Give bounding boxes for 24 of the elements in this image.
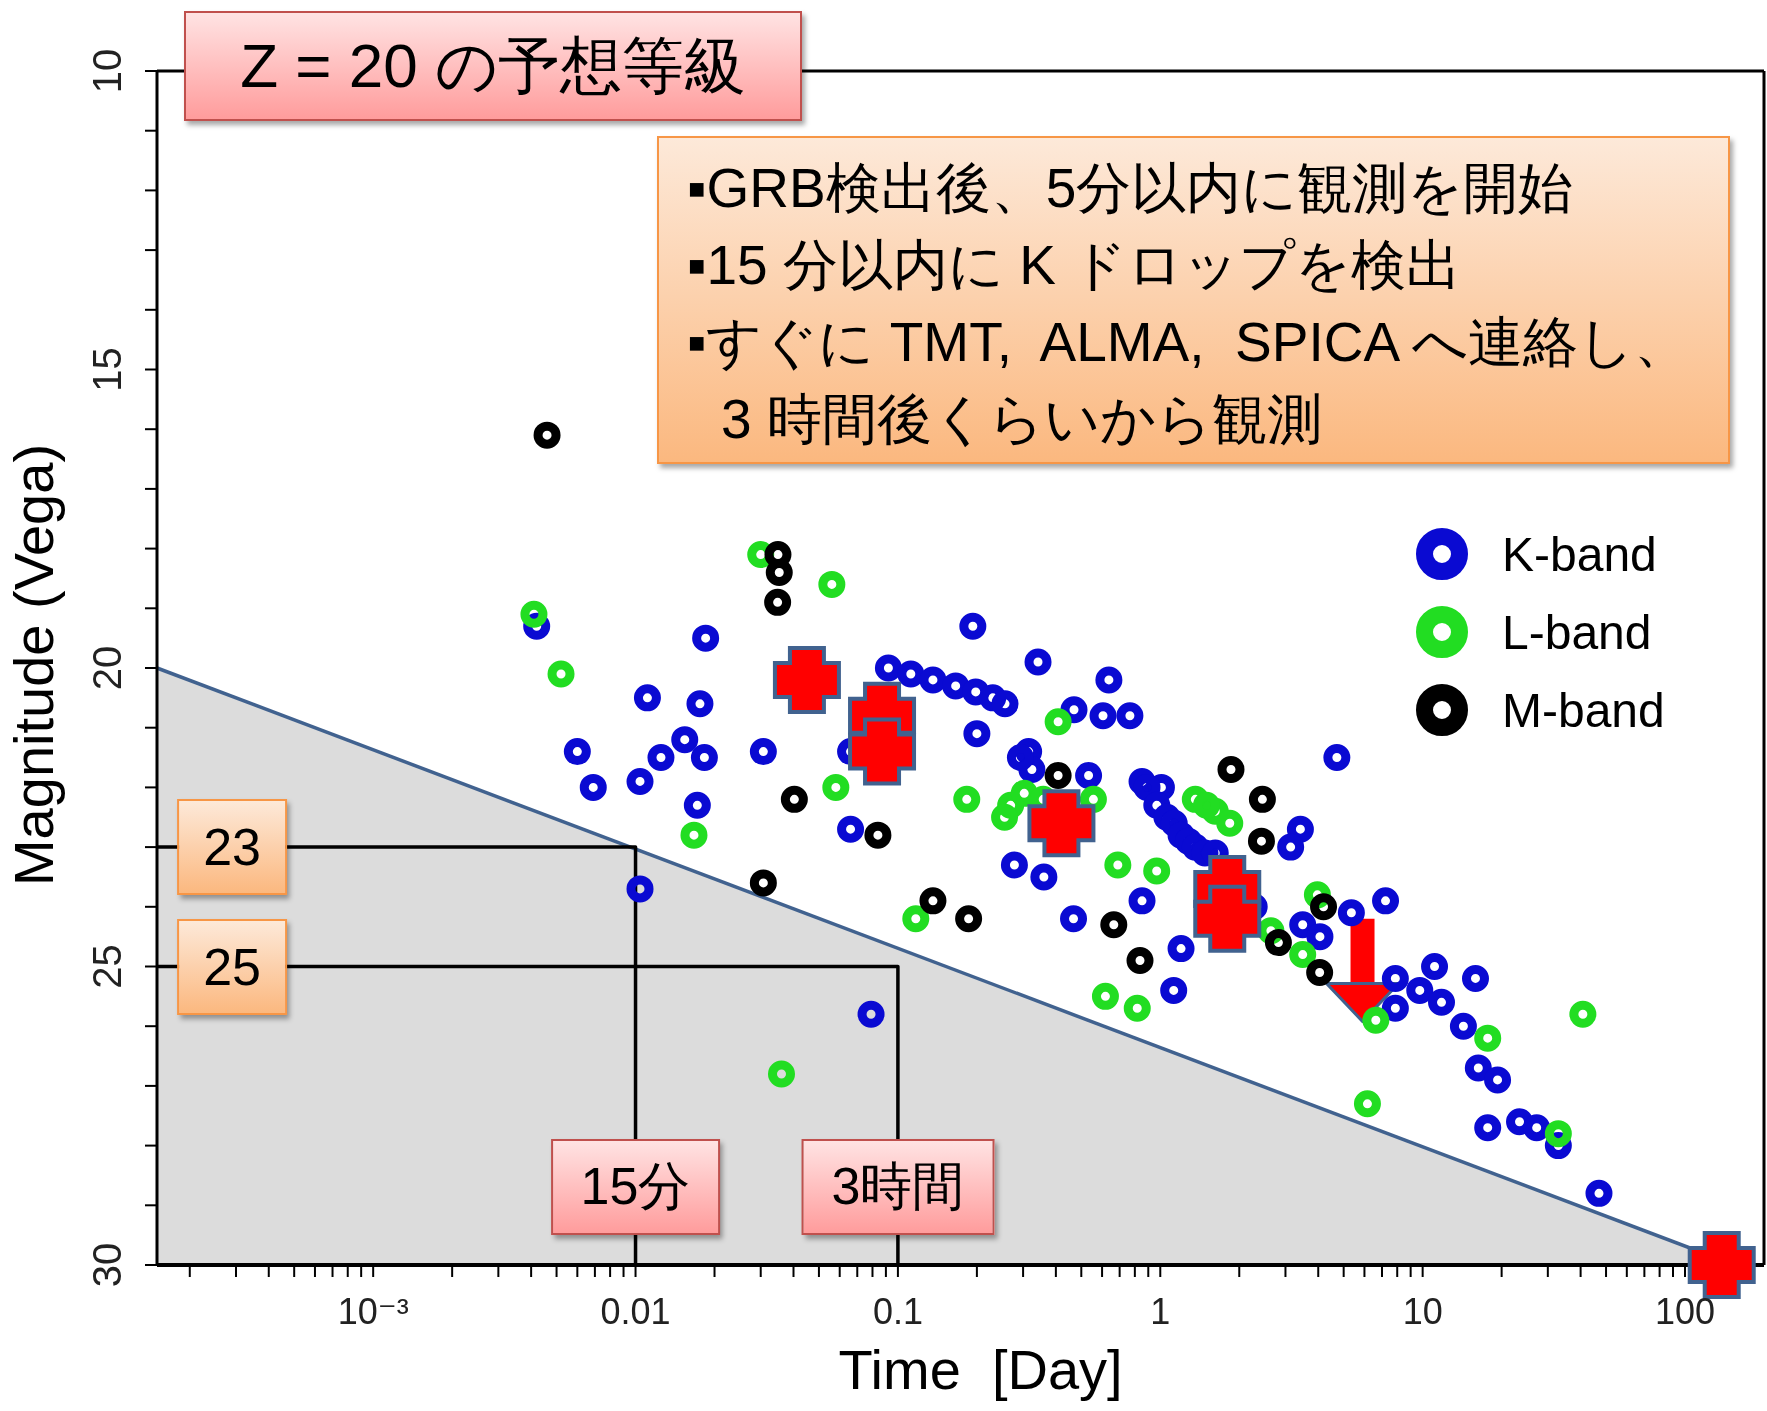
- annotation: ▪すぐに TMT, ALMA, SPICA へ連絡し、 3 時間後くらいから観測: [687, 310, 1691, 452]
- y-tick-label: 30: [85, 1242, 130, 1288]
- chart-title: Z = 20 の予想等級: [184, 11, 802, 121]
- annotation: 25: [177, 918, 288, 1015]
- x-tick-label: 10: [1402, 1290, 1443, 1332]
- annotation: 3時間: [801, 1139, 995, 1236]
- y-tick-label: 25: [85, 944, 130, 989]
- annotation: ▪15 分以内に K ドロップを検出: [687, 233, 1463, 298]
- x-tick-label: 0.1: [872, 1290, 923, 1332]
- x-tick-label: 100: [1654, 1290, 1716, 1332]
- y-axis-title: Magnitude (Vega): [0, 443, 66, 887]
- legend-label: M-band: [1502, 682, 1665, 738]
- x-tick-label: 10⁻³: [337, 1290, 409, 1332]
- y-tick-label: 15: [85, 347, 130, 392]
- x-axis-title: Time [Day]: [838, 1336, 1123, 1402]
- annotation: 23: [177, 799, 288, 896]
- annotation: 15分: [550, 1139, 721, 1236]
- x-tick-label: 1: [1150, 1290, 1171, 1332]
- y-tick-label: 20: [85, 645, 130, 691]
- legend-label: K-band: [1502, 526, 1657, 582]
- y-tick-label: 10: [85, 48, 130, 94]
- x-tick-label: 0.01: [600, 1290, 671, 1332]
- legend-label: L-band: [1502, 604, 1652, 660]
- annotation: ▪GRB検出後、5分以内に観測を開始: [687, 156, 1575, 221]
